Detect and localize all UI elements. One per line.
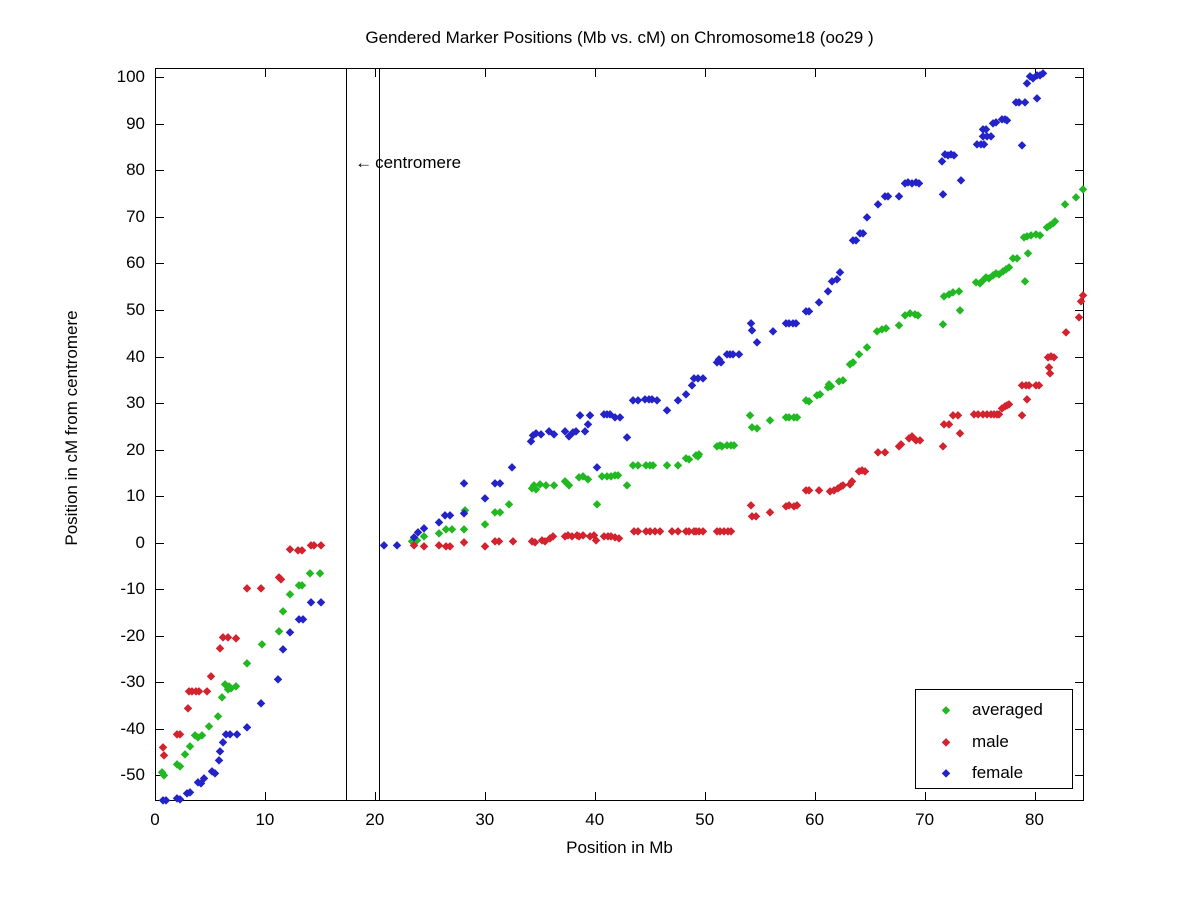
y-tick-right — [1075, 263, 1083, 265]
legend-label-female: female — [972, 762, 1024, 782]
centromere-annotation-label: centromere — [375, 153, 462, 173]
y-tick-label: 30 — [126, 393, 145, 413]
legend-label-averaged: averaged — [972, 699, 1043, 719]
y-tick-right — [1075, 728, 1083, 730]
x-tick-label: 70 — [915, 810, 935, 829]
y-tick-right — [1075, 403, 1083, 405]
y-tick-label: 40 — [126, 346, 145, 366]
legend-row-averaged: averaged — [916, 693, 1072, 726]
y-tick-right — [1075, 589, 1083, 591]
female-diamond-marker-icon — [942, 768, 950, 777]
x-tick-label: 0 — [150, 810, 160, 829]
x-tick-top — [924, 69, 926, 77]
y-tick-right — [1075, 449, 1083, 451]
y-tick — [156, 682, 164, 684]
x-tick-top — [155, 69, 156, 77]
x-tick-label: 20 — [365, 810, 385, 829]
x-tick — [484, 792, 486, 800]
centromere-annotation: ← centromere — [355, 153, 461, 173]
y-tick-right — [1075, 496, 1083, 498]
y-tick-right — [1075, 170, 1083, 172]
y-tick-label: -20 — [120, 625, 145, 645]
legend: averaged male female — [915, 689, 1073, 789]
y-tick-right — [1075, 216, 1083, 218]
x-tick-label: 30 — [475, 810, 495, 829]
x-tick-label: 10 — [255, 810, 275, 829]
x-tick-top — [484, 69, 486, 77]
x-tick-label: 40 — [585, 810, 605, 829]
y-tick-label: -40 — [120, 718, 145, 738]
y-tick — [156, 263, 164, 265]
y-tick-right — [1075, 356, 1083, 358]
x-tick-label: 80 — [1025, 810, 1044, 829]
y-tick-label: 10 — [126, 486, 145, 506]
male-diamond-marker-icon — [942, 737, 950, 746]
y-tick-right — [1075, 123, 1083, 125]
y-tick — [156, 589, 164, 591]
y-tick-label: -30 — [120, 672, 145, 692]
x-tick — [594, 792, 596, 800]
legend-row-male: male — [916, 725, 1072, 758]
averaged-diamond-marker-icon — [942, 705, 950, 714]
x-axis-label: Position in Mb — [566, 838, 673, 857]
y-tick — [156, 403, 164, 405]
y-tick-label: -10 — [120, 579, 145, 599]
y-tick-right — [1075, 310, 1083, 311]
y-tick — [156, 170, 164, 172]
x-tick-label: 50 — [695, 810, 715, 829]
y-tick — [156, 123, 164, 125]
y-tick-label: 0 — [135, 532, 145, 552]
x-tick-label: 60 — [805, 810, 825, 829]
y-tick — [156, 216, 164, 218]
x-tick — [704, 792, 706, 800]
x-tick — [814, 792, 816, 800]
x-tick — [1034, 792, 1036, 800]
y-tick — [156, 310, 164, 311]
y-tick — [156, 542, 164, 544]
y-tick-label: 20 — [126, 439, 145, 459]
x-tick-top — [264, 69, 266, 77]
x-tick-top — [704, 69, 706, 77]
x-tick-top — [814, 69, 816, 77]
legend-row-female: female — [916, 756, 1072, 789]
plot-area — [155, 68, 1084, 801]
y-tick — [156, 356, 164, 358]
centromere-boundary-line — [379, 68, 381, 801]
x-tick — [264, 792, 266, 800]
x-tick — [155, 792, 156, 800]
x-tick — [924, 792, 926, 800]
y-tick — [156, 775, 164, 777]
y-tick-right — [1075, 682, 1083, 684]
y-tick-label: 60 — [126, 253, 145, 273]
legend-label-male: male — [972, 731, 1009, 751]
y-tick — [156, 496, 164, 498]
x-tick — [374, 792, 376, 800]
x-tick-top — [594, 69, 596, 77]
y-axis-label: Position in cM from centromere — [62, 310, 81, 546]
y-tick — [156, 635, 164, 637]
y-tick — [156, 728, 164, 730]
y-tick-right — [1075, 635, 1083, 637]
x-tick-top — [374, 69, 376, 77]
y-tick-right — [1075, 542, 1083, 544]
y-tick-label: 80 — [126, 160, 145, 180]
chart-title: Gendered Marker Positions (Mb vs. cM) on… — [365, 28, 874, 47]
left-arrow-icon: ← — [355, 153, 373, 173]
y-tick-right — [1075, 77, 1083, 79]
y-tick — [156, 77, 164, 79]
y-tick — [156, 449, 164, 451]
y-tick-label: 100 — [116, 67, 145, 87]
centromere-boundary-line — [346, 68, 348, 801]
y-tick-label: 90 — [126, 113, 145, 133]
y-tick-label: 50 — [126, 300, 145, 319]
y-tick-label: -50 — [120, 765, 145, 785]
y-tick-right — [1075, 775, 1083, 777]
y-tick-label: 70 — [126, 206, 145, 226]
